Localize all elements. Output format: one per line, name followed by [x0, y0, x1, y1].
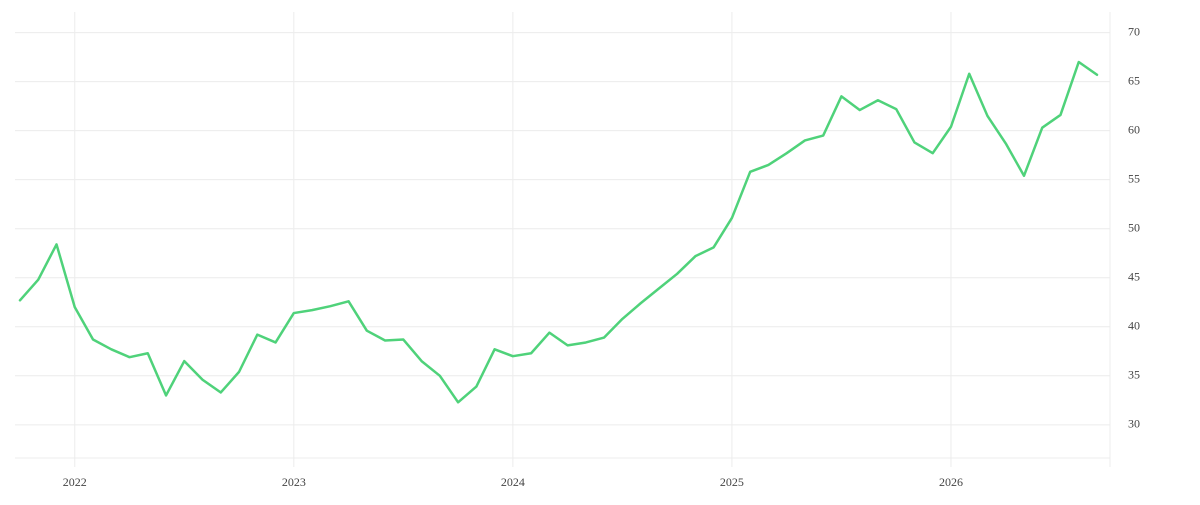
x-tick-label: 2023: [282, 475, 306, 489]
y-tick-label: 35: [1128, 368, 1140, 382]
x-tick-label: 2024: [501, 475, 525, 489]
y-tick-label: 70: [1128, 24, 1140, 38]
data-line: [18, 60, 1099, 404]
y-tick-label: 40: [1128, 319, 1140, 333]
y-tick-label: 30: [1128, 417, 1140, 431]
x-tick-label: 2026: [939, 475, 963, 489]
y-tick-label: 45: [1128, 269, 1140, 283]
x-tick-label: 2022: [63, 475, 87, 489]
x-tick-label: 2025: [720, 475, 744, 489]
y-tick-label: 50: [1128, 220, 1140, 234]
y-tick-label: 55: [1128, 171, 1140, 185]
y-tick-label: 65: [1128, 73, 1140, 87]
y-tick-label: 60: [1128, 122, 1140, 136]
